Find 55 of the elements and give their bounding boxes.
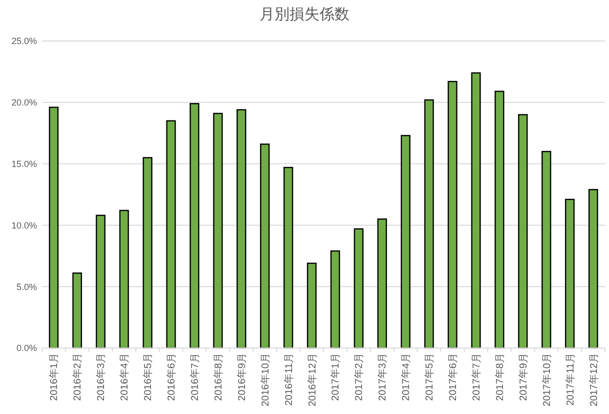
y-tick-label: 5.0% xyxy=(16,282,37,292)
x-tick-label: 2016年5月 xyxy=(142,353,154,401)
x-tick-label: 2017年4月 xyxy=(400,353,412,401)
x-tick-label: 2016年7月 xyxy=(188,353,201,401)
bar xyxy=(236,109,246,349)
bar xyxy=(448,80,458,349)
bar xyxy=(213,112,223,349)
x-tick-label: 2016年8月 xyxy=(212,353,224,401)
bar xyxy=(96,214,106,349)
x-tick-label: 2016年11月 xyxy=(282,353,295,406)
x-tick-label: 2017年11月 xyxy=(564,353,576,406)
bar xyxy=(190,103,200,349)
x-tick-label: 2017年2月 xyxy=(353,353,366,401)
bar xyxy=(72,272,82,349)
bar xyxy=(542,150,552,349)
x-tick-label: 2016年3月 xyxy=(95,353,108,401)
x-tick-label: 2017年12月 xyxy=(588,353,600,406)
bar xyxy=(471,72,481,349)
bar xyxy=(354,228,364,349)
x-tick-label: 2017年9月 xyxy=(517,353,530,401)
bar xyxy=(283,166,294,349)
bar xyxy=(142,157,152,349)
y-tick-label: 0.0% xyxy=(16,343,37,354)
bar xyxy=(260,144,270,349)
x-tick-label: 2016年4月 xyxy=(118,353,131,401)
x-tick-label: 2017年3月 xyxy=(376,353,389,401)
x-tick-label: 2017年6月 xyxy=(447,353,460,401)
x-tick-label: 2016年9月 xyxy=(236,353,248,401)
bar xyxy=(48,106,59,349)
bar xyxy=(306,262,317,349)
x-tick-label: 2016年1月 xyxy=(48,353,60,401)
y-tick-label: 15.0% xyxy=(11,158,37,169)
bar xyxy=(377,218,387,349)
bar xyxy=(166,120,176,349)
x-tick-label: 2017年8月 xyxy=(494,353,506,401)
y-tick-label: 20.0% xyxy=(11,98,37,108)
bar xyxy=(518,114,528,349)
x-tick-label: 2017年7月 xyxy=(470,353,482,401)
y-tick-label: 25.0% xyxy=(11,36,37,46)
bar xyxy=(119,210,129,349)
x-tick-label: 2017年1月 xyxy=(330,353,342,401)
y-tick-label: 10.0% xyxy=(11,220,37,230)
x-tick-label: 2016年2月 xyxy=(72,353,84,401)
bar xyxy=(330,250,340,349)
bar xyxy=(588,188,598,349)
x-tick-label: 2016年6月 xyxy=(166,353,178,401)
bar xyxy=(494,90,504,349)
bar xyxy=(564,198,575,349)
x-tick-label: 2016年10月 xyxy=(259,353,272,406)
bar xyxy=(424,99,434,349)
chart-title: 月別損失係数 xyxy=(260,6,350,23)
x-tick-label: 2017年10月 xyxy=(540,353,553,406)
bar xyxy=(400,134,410,349)
x-tick-label: 2016年12月 xyxy=(306,353,318,406)
x-tick-label: 2017年5月 xyxy=(424,353,436,401)
